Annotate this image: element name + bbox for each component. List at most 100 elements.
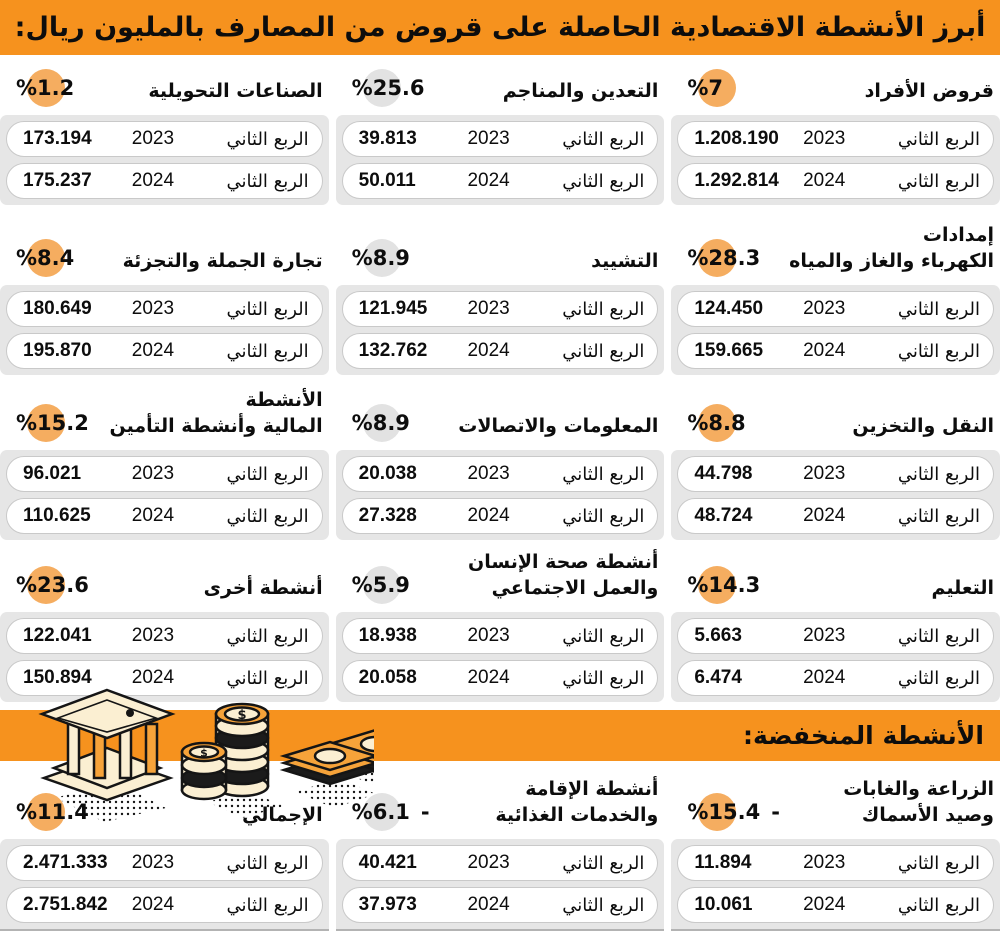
amount-value: 110.625 bbox=[23, 505, 91, 526]
percent-circle bbox=[27, 566, 66, 604]
category-values: الربع الثاني 2023 2.471.333 الربع الثاني… bbox=[0, 839, 329, 931]
percent-badge: %8.8 bbox=[683, 403, 756, 443]
category-header: الصناعات التحويلية %1.2 bbox=[0, 55, 329, 115]
quarter-label: الربع الثاني bbox=[897, 667, 980, 689]
year-value: 2023 bbox=[131, 625, 175, 646]
category-values: الربع الثاني 2023 122.041 الربع الثاني 2… bbox=[0, 612, 329, 702]
quarter-pill-2024: الربع الثاني 2024 1.292.814 bbox=[677, 163, 994, 199]
category-block: التعليم %14.3 الربع الثاني 2023 5.663 ال… bbox=[671, 540, 1000, 702]
category-block: المعلومات والاتصالات %8.9 الربع الثاني 2… bbox=[335, 375, 665, 540]
year-value: 2023 bbox=[131, 852, 175, 873]
percent-badge: %8.9 bbox=[348, 403, 421, 443]
quarter-label: الربع الثاني bbox=[226, 667, 309, 689]
quarter-pill-2023: الربع الثاني 2023 121.945 bbox=[341, 291, 659, 327]
category-name: التشييد bbox=[591, 250, 659, 273]
quarter-label: الربع الثاني bbox=[562, 298, 645, 320]
category-block: الإجمالي %11.4 الربع الثاني 2023 2.471.3… bbox=[0, 761, 329, 931]
year-value: 2023 bbox=[131, 128, 175, 149]
category-values: الربع الثاني 2023 124.450 الربع الثاني 2… bbox=[671, 285, 1000, 375]
amount-value: 48.724 bbox=[694, 505, 753, 526]
title-banner: أبرز الأنشطة الاقتصادية الحاصلة على قروض… bbox=[0, 0, 1000, 55]
percent-circle bbox=[362, 69, 401, 107]
quarter-pill-2024: الربع الثاني 2024 27.328 bbox=[341, 498, 659, 534]
category-block: التشييد %8.9 الربع الثاني 2023 121.945 ا… bbox=[335, 205, 665, 375]
quarter-pill-2024: الربع الثاني 2024 6.474 bbox=[677, 660, 994, 696]
quarter-label: الربع الثاني bbox=[897, 170, 980, 192]
year-value: 2023 bbox=[803, 128, 846, 149]
quarter-label: الربع الثاني bbox=[562, 667, 645, 689]
quarter-pill-2023: الربع الثاني 2023 180.649 bbox=[6, 291, 323, 327]
category-block: أنشطة الإقامة والخدمات الغذائية %6.1 - ا… bbox=[335, 761, 665, 931]
year-value: 2024 bbox=[131, 667, 175, 688]
quarter-label: الربع الثاني bbox=[226, 852, 309, 874]
amount-value: 175.237 bbox=[23, 170, 92, 191]
year-value: 2023 bbox=[467, 463, 510, 484]
category-header: أنشطة أخرى %23.6 bbox=[0, 540, 329, 612]
quarter-label: الربع الثاني bbox=[897, 298, 980, 320]
quarter-pill-2024: الربع الثاني 2024 50.011 bbox=[341, 163, 659, 199]
percent-value: %6.1 bbox=[348, 792, 414, 832]
amount-value: 150.894 bbox=[23, 667, 92, 688]
percent-badge: %8.4 bbox=[12, 238, 85, 278]
year-value: 2023 bbox=[131, 298, 175, 319]
quarter-label: الربع الثاني bbox=[226, 463, 309, 485]
percent-badge: %15.4 - bbox=[683, 792, 780, 832]
category-name: أنشطة أخرى bbox=[203, 577, 323, 600]
category-values: الربع الثاني 2023 11.894 الربع الثاني 20… bbox=[671, 839, 1000, 931]
category-block: الزراعة والغابات وصيد الأسماك %15.4 - ال… bbox=[671, 761, 1000, 931]
low-activities-title: الأنشطة المنخفضة: bbox=[743, 721, 984, 750]
year-value: 2024 bbox=[467, 667, 510, 688]
quarter-pill-2023: الربع الثاني 2023 39.813 bbox=[341, 121, 659, 157]
percent-circle bbox=[698, 566, 737, 604]
year-value: 2023 bbox=[467, 625, 510, 646]
year-value: 2023 bbox=[467, 298, 510, 319]
quarter-label: الربع الثاني bbox=[897, 340, 980, 362]
quarter-pill-2023: الربع الثاني 2023 96.021 bbox=[6, 456, 323, 492]
percent-badge: %11.4 bbox=[12, 792, 100, 832]
category-name: إمدادات الكهرباء والغاز والمياه bbox=[789, 223, 994, 273]
percent-value: %8.4 bbox=[12, 238, 78, 278]
amount-value: 195.870 bbox=[23, 340, 92, 361]
category-header: أنشطة صحة الإنسان والعمل الاجتماعي %5.9 bbox=[336, 540, 665, 612]
amount-value: 10.061 bbox=[694, 894, 753, 915]
quarter-label: الربع الثاني bbox=[226, 340, 309, 362]
amount-value: 37.973 bbox=[358, 894, 417, 915]
year-value: 2024 bbox=[131, 894, 175, 915]
amount-value: 5.663 bbox=[694, 625, 742, 646]
quarter-pill-2024: الربع الثاني 2024 150.894 bbox=[6, 660, 323, 696]
year-value: 2024 bbox=[467, 894, 510, 915]
quarter-label: الربع الثاني bbox=[897, 463, 980, 485]
category-values: الربع الثاني 2023 121.945 الربع الثاني 2… bbox=[335, 285, 665, 375]
amount-value: 1.208.190 bbox=[694, 128, 779, 149]
amount-value: 20.038 bbox=[358, 463, 417, 484]
quarter-label: الربع الثاني bbox=[226, 170, 309, 192]
quarter-label: الربع الثاني bbox=[897, 128, 980, 150]
quarter-pill-2024: الربع الثاني 2024 132.762 bbox=[341, 333, 659, 369]
minus-sign: - bbox=[771, 800, 780, 824]
quarter-label: الربع الثاني bbox=[562, 463, 645, 485]
amount-value: 27.328 bbox=[358, 505, 417, 526]
quarter-pill-2023: الربع الثاني 2023 11.894 bbox=[677, 845, 994, 881]
quarter-label: الربع الثاني bbox=[226, 298, 309, 320]
percent-badge: %23.6 bbox=[12, 565, 100, 605]
category-name: أنشطة صحة الإنسان والعمل الاجتماعي bbox=[468, 550, 659, 600]
year-value: 2023 bbox=[131, 463, 175, 484]
amount-value: 180.649 bbox=[23, 298, 92, 319]
percent-badge: %15.2 bbox=[12, 403, 100, 443]
year-value: 2023 bbox=[467, 128, 510, 149]
percent-badge: %1.2 bbox=[12, 68, 85, 108]
percent-circle bbox=[698, 69, 737, 107]
year-value: 2024 bbox=[803, 340, 846, 361]
quarter-pill-2023: الربع الثاني 2023 18.938 bbox=[341, 618, 659, 654]
amount-value: 39.813 bbox=[358, 128, 417, 149]
percent-value: %23.6 bbox=[12, 565, 93, 605]
category-row-2: إمدادات الكهرباء والغاز والمياه %28.3 ال… bbox=[0, 205, 1000, 375]
category-values: الربع الثاني 2023 96.021 الربع الثاني 20… bbox=[0, 450, 329, 540]
category-name: الإجمالي bbox=[242, 804, 323, 827]
category-block: إمدادات الكهرباء والغاز والمياه %28.3 ال… bbox=[671, 205, 1000, 375]
amount-value: 50.011 bbox=[358, 170, 416, 191]
category-row-1: قروض الأفراد %7 الربع الثاني 2023 1.208.… bbox=[0, 55, 1000, 205]
amount-value: 159.665 bbox=[694, 340, 764, 361]
category-header: التعدين والمناجم %25.6 bbox=[336, 55, 665, 115]
